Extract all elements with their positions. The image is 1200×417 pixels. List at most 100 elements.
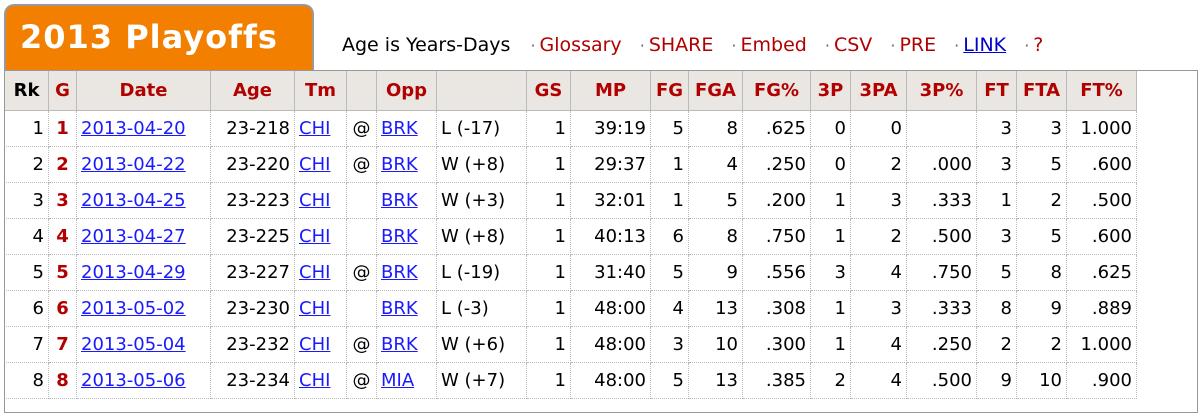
table-row: 6 6 2013-05-02 23-230 CHI BRK L (-3) 1 48:00 4 13.… (4, 290, 1137, 327)
cell-mp: 39:19 (570, 110, 651, 147)
separator: · (530, 36, 536, 55)
column-header-fga[interactable]: FGA (688, 70, 743, 111)
opp-link[interactable]: BRK (381, 118, 418, 139)
cell-tm: CHI (294, 182, 347, 219)
date-link[interactable]: 2013-04-20 (81, 118, 186, 139)
column-header-3p-pct[interactable]: 3P% (906, 70, 977, 111)
tm-link[interactable]: CHI (299, 154, 331, 175)
cell-ft-pct: .600 (1066, 146, 1137, 183)
embed-link[interactable]: Embed (740, 34, 807, 56)
cell-3p-pct: .500 (906, 362, 977, 399)
date-link[interactable]: 2013-04-25 (81, 190, 186, 211)
date-link[interactable]: 2013-05-06 (81, 370, 186, 391)
cell-gs: 1 (526, 290, 571, 327)
column-header-location[interactable] (346, 70, 377, 111)
cell-gs: 1 (526, 362, 571, 399)
cell-fga: 5 (688, 182, 743, 219)
cell-3pa: 2 (850, 146, 907, 183)
cell-ft: 1 (976, 182, 1017, 219)
cell-mp: 29:37 (570, 146, 651, 183)
cell-tm: CHI (294, 146, 347, 183)
cell-date: 2013-05-02 (76, 290, 211, 327)
table-body: 1 1 2013-04-20 23-218 CHI @ BRK L (-17) 1 39:19 5 8… (4, 110, 1137, 399)
separator: · (890, 36, 896, 55)
age-note: Age is Years-Days (342, 34, 511, 56)
cell-fg-pct: .556 (742, 254, 811, 291)
cell-fg-pct: .308 (742, 290, 811, 327)
opp-link[interactable]: BRK (381, 226, 418, 247)
column-header-result[interactable] (436, 70, 527, 111)
cell-ft: 8 (976, 290, 1017, 327)
cell-g: 3 (48, 182, 77, 219)
column-header-ft[interactable]: FT (976, 70, 1017, 111)
tm-link[interactable]: CHI (299, 298, 331, 319)
share-link[interactable]: SHARE (648, 34, 714, 56)
cell-result: W (+7) (436, 362, 527, 399)
column-header-mp[interactable]: MP (570, 70, 651, 111)
cell-3p-pct: .750 (906, 254, 977, 291)
cell-fg-pct: .250 (742, 146, 811, 183)
cell-rk: 8 (4, 362, 49, 399)
column-header-age[interactable]: Age (210, 70, 295, 111)
help-link[interactable]: ? (1033, 34, 1044, 56)
cell-fg: 4 (650, 290, 689, 327)
opp-link[interactable]: MIA (381, 370, 415, 391)
column-header-gs[interactable]: GS (526, 70, 571, 111)
pre-link[interactable]: PRE (899, 34, 937, 56)
column-header-ft-pct[interactable]: FT% (1066, 70, 1137, 111)
cell-fg: 5 (650, 362, 689, 399)
cell-tm: CHI (294, 218, 347, 255)
tm-link[interactable]: CHI (299, 190, 331, 211)
cell-result: L (-19) (436, 254, 527, 291)
cell-3pa: 2 (850, 218, 907, 255)
column-header-3pa[interactable]: 3PA (850, 70, 907, 111)
opp-link[interactable]: BRK (381, 190, 418, 211)
table-row: 4 4 2013-04-27 23-225 CHI BRK W (+8) 1 40:13 6 8.7… (4, 218, 1137, 255)
date-link[interactable]: 2013-04-22 (81, 154, 186, 175)
cell-ft-pct: .889 (1066, 290, 1137, 327)
cell-mp: 32:01 (570, 182, 651, 219)
cell-g: 7 (48, 326, 77, 363)
date-link[interactable]: 2013-05-02 (81, 298, 186, 319)
cell-age: 23-220 (210, 146, 295, 183)
glossary-link[interactable]: Glossary (539, 34, 622, 56)
tm-link[interactable]: CHI (299, 370, 331, 391)
cell-fg: 1 (650, 146, 689, 183)
cell-age: 23-232 (210, 326, 295, 363)
cell-fga: 10 (688, 326, 743, 363)
cell-fg-pct: .750 (742, 218, 811, 255)
csv-link[interactable]: CSV (833, 34, 873, 56)
tm-link[interactable]: CHI (299, 118, 331, 139)
opp-link[interactable]: BRK (381, 262, 418, 283)
table-row: 8 8 2013-05-06 23-234 CHI @ MIA W (+7) 1 48:00 5 13… (4, 362, 1137, 399)
link-link[interactable]: LINK (963, 34, 1007, 56)
opp-link[interactable]: BRK (381, 298, 418, 319)
column-header-rk[interactable]: Rk (4, 70, 49, 111)
column-header-fg[interactable]: FG (650, 70, 689, 111)
column-header-fg-pct[interactable]: FG% (742, 70, 811, 111)
cell-ft-pct: .600 (1066, 218, 1137, 255)
column-header-opp[interactable]: Opp (376, 70, 437, 111)
column-header-tm[interactable]: Tm (294, 70, 347, 111)
tm-link[interactable]: CHI (299, 226, 331, 247)
opp-link[interactable]: BRK (381, 334, 418, 355)
cell-age: 23-223 (210, 182, 295, 219)
date-link[interactable]: 2013-04-29 (81, 262, 186, 283)
cell-opp: BRK (376, 326, 437, 363)
column-header-g[interactable]: G (48, 70, 77, 111)
date-link[interactable]: 2013-04-27 (81, 226, 186, 247)
date-link[interactable]: 2013-05-04 (81, 334, 186, 355)
cell-date: 2013-04-20 (76, 110, 211, 147)
column-header-fta[interactable]: FTA (1016, 70, 1067, 111)
column-header-3p[interactable]: 3P (810, 70, 851, 111)
cell-gs: 1 (526, 254, 571, 291)
column-header-date[interactable]: Date (76, 70, 211, 111)
cell-rk: 5 (4, 254, 49, 291)
cell-opp: BRK (376, 254, 437, 291)
opp-link[interactable]: BRK (381, 154, 418, 175)
tm-link[interactable]: CHI (299, 334, 331, 355)
cell-g: 6 (48, 290, 77, 327)
cell-3pa: 3 (850, 182, 907, 219)
cell-g: 4 (48, 218, 77, 255)
tm-link[interactable]: CHI (299, 262, 331, 283)
